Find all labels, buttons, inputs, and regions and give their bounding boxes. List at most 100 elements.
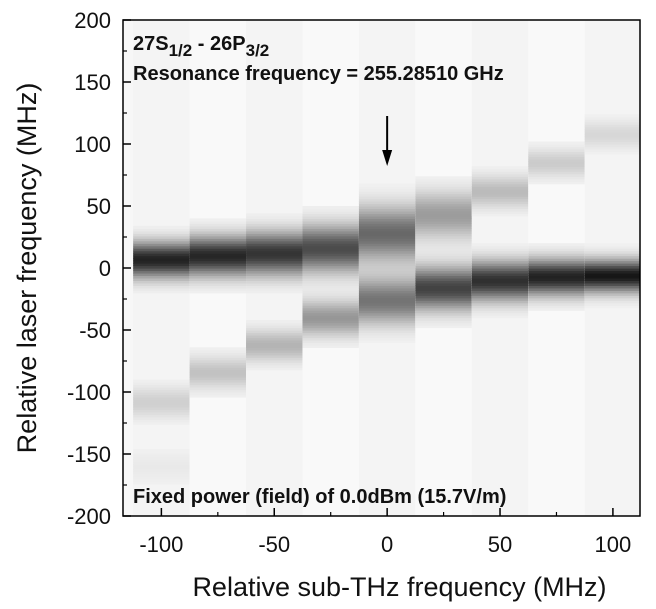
- heatmap-cell: [358, 295, 416, 299]
- heatmap-cell: [302, 260, 359, 264]
- heatmap-cell: [528, 260, 585, 264]
- heatmap-cell: [584, 268, 640, 272]
- heatmap-cell: [471, 300, 529, 304]
- heatmap-cell: [189, 230, 247, 234]
- heatmap-cell: [415, 290, 472, 294]
- heatmap-cell: [415, 201, 472, 205]
- heatmap-cell: [358, 300, 416, 304]
- x-tick-label: 100: [595, 532, 632, 557]
- heatmap-cell: [189, 245, 247, 249]
- heatmap-cell: [246, 359, 303, 363]
- heatmap-cell: [358, 263, 416, 267]
- heatmap-cell: [415, 285, 472, 289]
- heatmap-cell: [246, 332, 303, 336]
- y-axis: -200 -150 -100 -50 0 50 100 150 200: [67, 8, 131, 529]
- y-tick-label: 200: [74, 8, 111, 33]
- heatmap-cell: [133, 384, 190, 388]
- heatmap-cell: [415, 282, 472, 286]
- heatmap-cell: [358, 240, 416, 244]
- heatmap-cell: [471, 268, 529, 272]
- heatmap-cell: [471, 176, 529, 180]
- heatmap-cell: [415, 302, 472, 306]
- heatmap-column: [584, 20, 640, 516]
- heatmap-cell: [415, 300, 472, 304]
- y-tick-label: 100: [74, 132, 111, 157]
- transition-state-1: 27S: [133, 33, 169, 55]
- heatmap-cell: [415, 255, 472, 259]
- heatmap-cell: [528, 161, 585, 165]
- heatmap-cell: [246, 275, 303, 279]
- heatmap-cell: [189, 280, 247, 284]
- transition-state-2: 26P: [210, 33, 246, 55]
- y-tick-label: 0: [99, 256, 111, 281]
- heatmap-cell: [246, 277, 303, 281]
- heatmap-cell: [246, 285, 303, 289]
- heatmap-cell: [358, 210, 416, 215]
- heatmap-cell: [415, 228, 472, 232]
- heatmap-cell: [189, 275, 247, 279]
- heatmap-cell: [302, 275, 359, 279]
- heatmap-cell: [415, 188, 472, 192]
- heatmap-cell: [528, 290, 585, 294]
- heatmap-cell: [302, 215, 359, 219]
- heatmap-cell: [302, 243, 359, 247]
- heatmap-cell: [133, 228, 190, 232]
- heatmap-cell: [133, 451, 190, 455]
- heatmap-cell: [246, 290, 303, 294]
- heatmap-cell: [189, 220, 247, 224]
- heatmap-cell: [358, 228, 416, 232]
- heatmap-cell: [302, 282, 359, 286]
- heatmap-cell: [584, 129, 640, 133]
- heatmap-cell: [415, 196, 472, 200]
- heatmap-cell: [246, 223, 303, 227]
- heatmap-cell: [528, 307, 585, 311]
- heatmap-cell: [133, 250, 190, 254]
- heatmap-cell: [246, 344, 303, 348]
- heatmap-cell: [189, 364, 247, 368]
- heatmap-cell: [133, 478, 190, 482]
- heatmap-cell: [133, 268, 190, 272]
- x-tick-label: -50: [258, 532, 290, 557]
- transition-state-1-subscript: 1/2: [169, 41, 193, 60]
- heatmap-cell: [584, 139, 640, 143]
- arrow-head: [382, 150, 393, 166]
- heatmap-cell: [302, 295, 359, 299]
- heatmap-cell: [415, 297, 472, 301]
- heatmap-cell: [528, 272, 585, 277]
- heatmap-cell: [246, 220, 303, 224]
- heatmap-cell: [358, 206, 416, 210]
- heatmap-cell: [528, 176, 585, 180]
- heatmap-cell: [584, 292, 640, 296]
- heatmap-cell: [584, 131, 640, 135]
- heatmap-cell: [302, 297, 359, 301]
- heatmap-cell: [358, 268, 416, 272]
- heatmap-cell: [246, 347, 303, 351]
- heatmap-cell: [358, 297, 416, 301]
- heatmap-cell: [358, 248, 416, 252]
- heatmap-cell: [415, 238, 472, 242]
- heatmap-cell: [471, 270, 529, 274]
- heatmap-cell: [133, 481, 190, 485]
- heatmap-cell: [189, 347, 247, 351]
- heatmap-cell: [246, 245, 303, 249]
- heatmap-cell: [415, 253, 472, 257]
- heatmap-cell: [471, 173, 529, 177]
- heatmap-cell: [302, 337, 359, 341]
- heatmap-cell: [358, 317, 416, 321]
- heatmap-cell: [584, 250, 640, 254]
- heatmap-cell: [415, 307, 472, 311]
- heatmap-cell: [189, 223, 247, 227]
- heatmap-cell: [415, 260, 472, 264]
- heatmap-cell: [246, 320, 303, 324]
- heatmap-cell: [246, 263, 303, 267]
- heatmap-cell: [133, 404, 190, 408]
- heatmap-cell: [302, 230, 359, 234]
- heatmap-cell: [246, 337, 303, 341]
- heatmap-cell: [189, 263, 247, 267]
- heatmap-cell: [471, 290, 529, 294]
- heatmap-cell: [302, 287, 359, 291]
- heatmap-cell: [471, 248, 529, 252]
- heatmap-cell: [528, 295, 585, 299]
- heatmap-cell: [471, 295, 529, 299]
- heatmap-cell: [471, 188, 529, 192]
